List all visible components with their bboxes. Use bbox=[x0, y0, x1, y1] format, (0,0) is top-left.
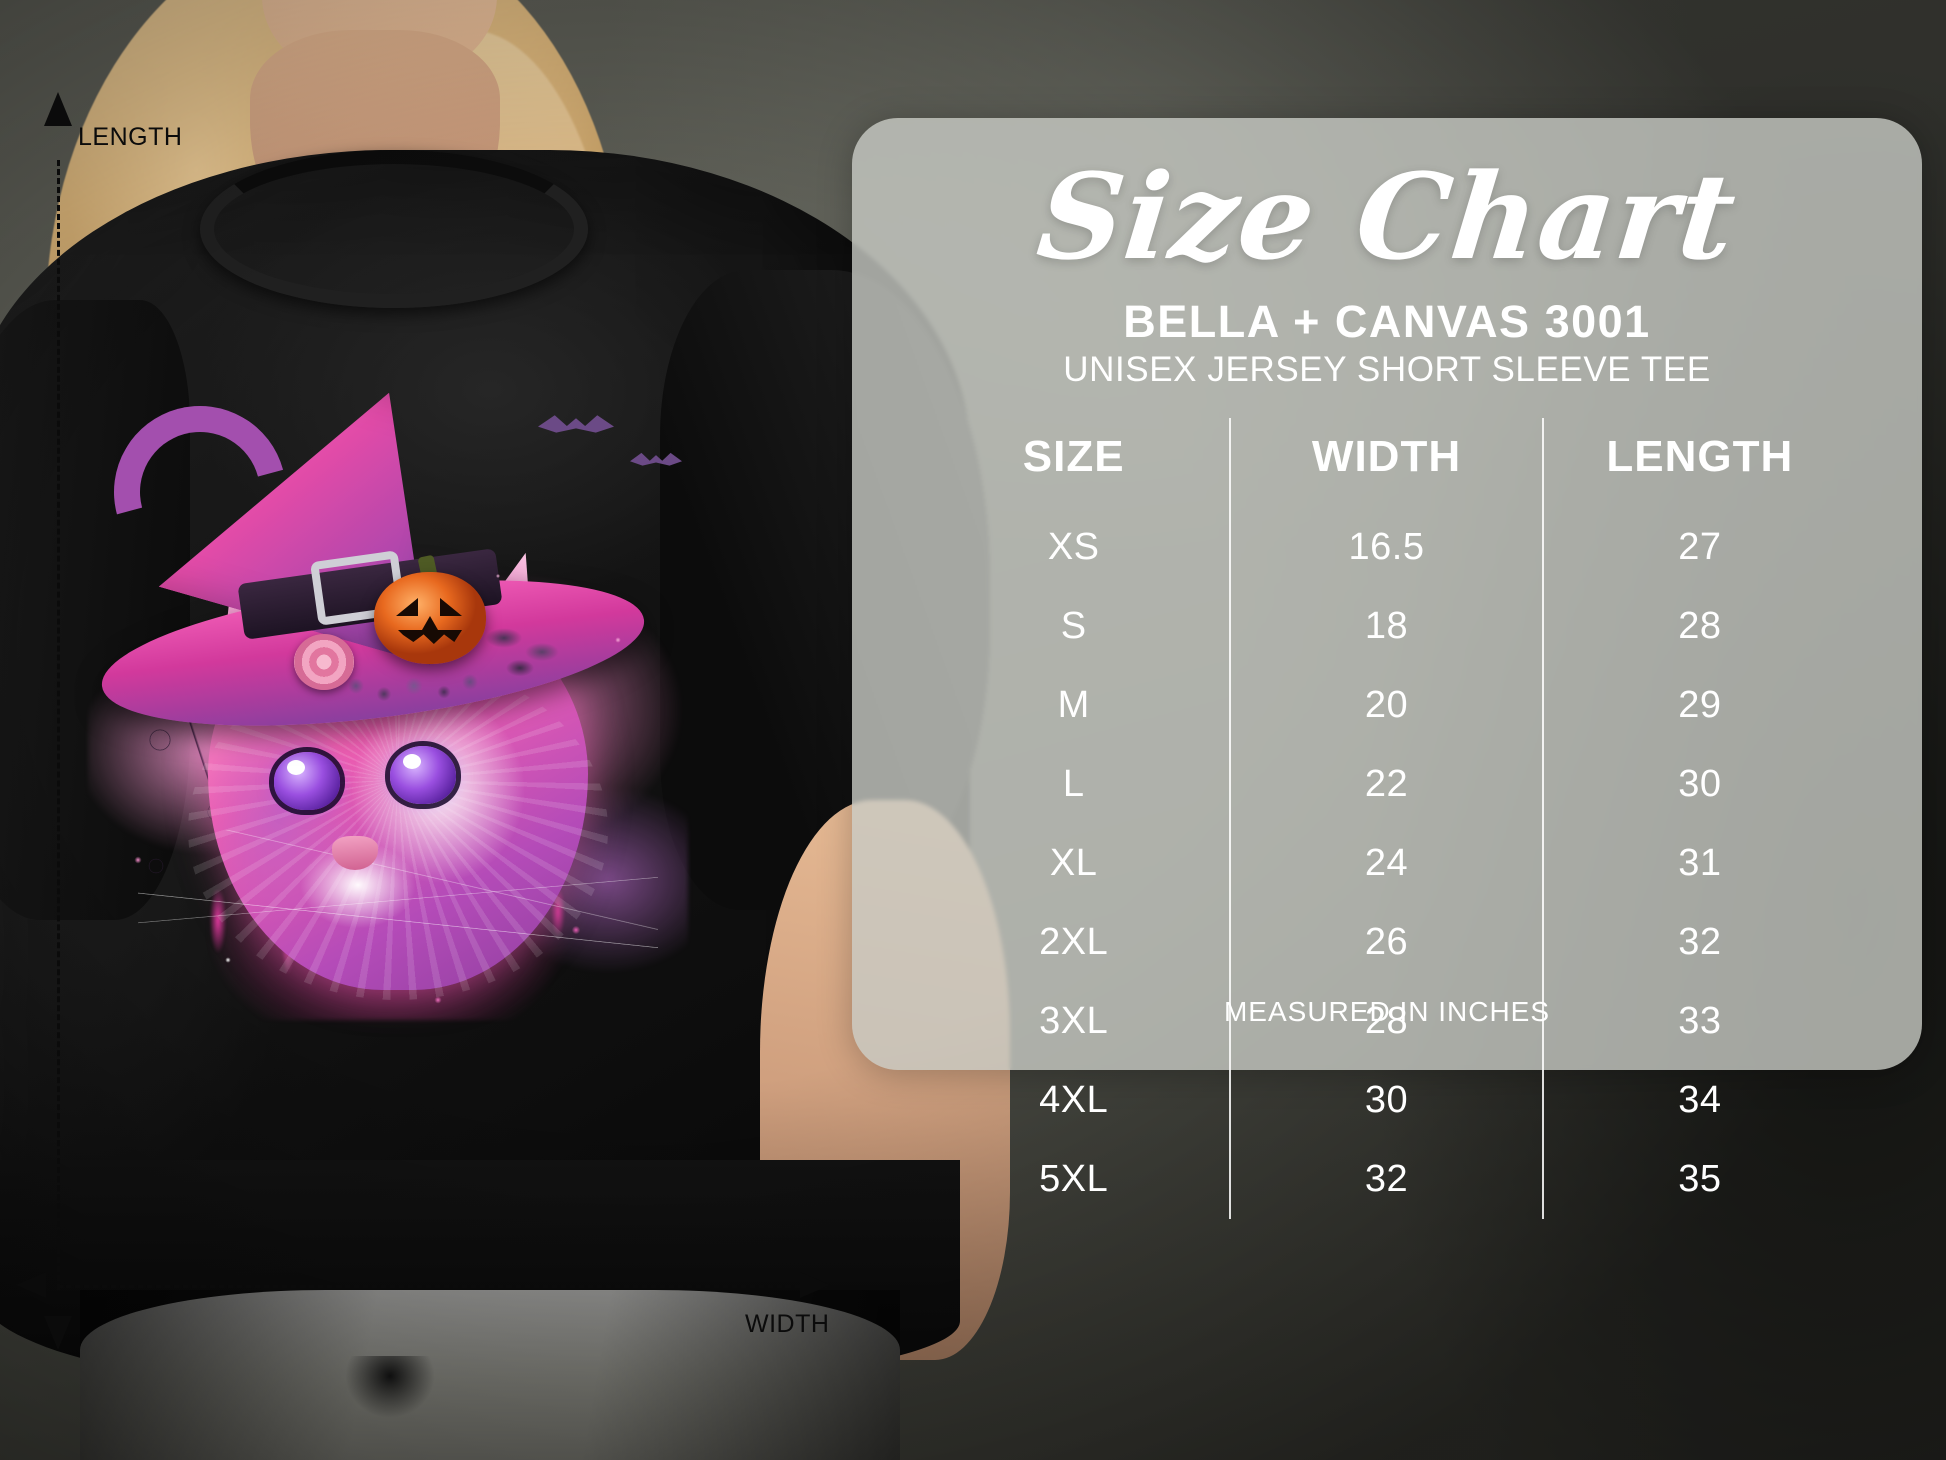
length-guide-line bbox=[57, 160, 60, 1290]
width-cell: 16.5 bbox=[1229, 508, 1543, 587]
width-cell: 28 bbox=[1229, 982, 1543, 1061]
bat-icon bbox=[630, 452, 682, 466]
table-row: S 18 28 bbox=[918, 587, 1856, 666]
pants-drawstring bbox=[330, 1356, 450, 1460]
table-row: 5XL 32 35 bbox=[918, 1140, 1856, 1219]
width-cell: 24 bbox=[1229, 824, 1543, 903]
model-pants-shading bbox=[80, 1290, 900, 1460]
length-cell: 29 bbox=[1541, 666, 1856, 745]
panel-title: Size Chart bbox=[1031, 147, 1743, 286]
size-cell: L bbox=[1062, 763, 1085, 805]
size-chart-panel: Size Chart BELLA + CANVAS 3001 UNISEX JE… bbox=[852, 118, 1922, 1219]
table-row: XS 16.5 27 bbox=[918, 508, 1856, 587]
length-cell: 31 bbox=[1541, 824, 1856, 903]
arrow-right-icon bbox=[800, 1272, 830, 1298]
width-cell: 26 bbox=[1229, 903, 1543, 982]
length-cell: 33 bbox=[1541, 982, 1856, 1061]
size-chart-table: SIZE WIDTH LENGTH XS 16.5 27 S 18 28 M 20 29 L 22 3… bbox=[918, 418, 1856, 1219]
size-cell: M bbox=[1057, 684, 1090, 726]
table-header-row: SIZE WIDTH LENGTH bbox=[918, 418, 1856, 508]
arrow-down-icon bbox=[44, 1316, 72, 1350]
table-row: 4XL 30 34 bbox=[918, 1061, 1856, 1140]
size-cell: XL bbox=[1049, 842, 1098, 884]
length-cell: 32 bbox=[1541, 903, 1856, 982]
length-guide-label: LENGTH bbox=[78, 123, 183, 151]
size-cell: 3XL bbox=[1039, 1000, 1109, 1042]
width-cell: 18 bbox=[1229, 587, 1543, 666]
length-cell: 35 bbox=[1541, 1140, 1856, 1219]
arrow-up-icon bbox=[44, 92, 72, 126]
panel-subtitle: UNISEX JERSEY SHORT SLEEVE TEE bbox=[1063, 350, 1711, 389]
paint-speckles bbox=[78, 480, 698, 1020]
length-cell: 27 bbox=[1541, 508, 1856, 587]
column-header-size: SIZE bbox=[1022, 432, 1125, 481]
table-row: 3XL 28 33 bbox=[918, 982, 1856, 1061]
size-cell: XS bbox=[1047, 526, 1100, 568]
size-cell: 4XL bbox=[1039, 1079, 1109, 1121]
panel-brand: BELLA + CANVAS 3001 bbox=[1123, 296, 1651, 347]
bat-icon bbox=[538, 415, 614, 433]
width-guide-label: WIDTH bbox=[745, 1310, 830, 1338]
shirt-artwork bbox=[78, 360, 698, 1040]
width-cell: 30 bbox=[1229, 1061, 1543, 1140]
table-row: 2XL 26 32 bbox=[918, 903, 1856, 982]
length-cell: 28 bbox=[1541, 587, 1856, 666]
size-cell: S bbox=[1060, 605, 1087, 647]
size-cell: 2XL bbox=[1039, 921, 1109, 963]
panel-footer-note: MEASURED IN INCHES bbox=[1223, 996, 1551, 1027]
width-guide-line bbox=[57, 1285, 827, 1288]
width-cell: 22 bbox=[1229, 745, 1543, 824]
table-row: L 22 30 bbox=[918, 745, 1856, 824]
table-row: M 20 29 bbox=[918, 666, 1856, 745]
size-cell: 5XL bbox=[1039, 1158, 1109, 1200]
column-header-length: LENGTH bbox=[1541, 418, 1856, 508]
length-cell: 34 bbox=[1541, 1061, 1856, 1140]
length-cell: 30 bbox=[1541, 745, 1856, 824]
arrow-left-icon bbox=[16, 1272, 46, 1298]
size-chart-body: XS 16.5 27 S 18 28 M 20 29 L 22 30 XL 24 31 2XL 26 32 3XL 2… bbox=[918, 508, 1856, 1219]
width-cell: 32 bbox=[1229, 1140, 1543, 1219]
width-cell: 20 bbox=[1229, 666, 1543, 745]
table-row: XL 24 31 bbox=[918, 824, 1856, 903]
column-header-width: WIDTH bbox=[1229, 418, 1543, 508]
